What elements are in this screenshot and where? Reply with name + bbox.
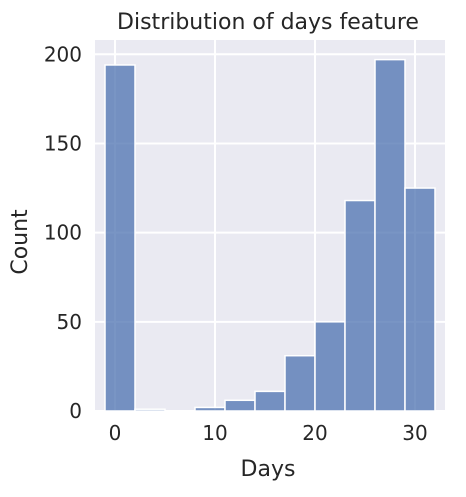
x-tick-label: 20 — [302, 421, 327, 445]
histogram-bar — [254, 390, 286, 412]
histogram-bar — [104, 64, 136, 412]
x-axis-label: Days — [241, 457, 296, 482]
y-tick-label: 100 — [44, 221, 82, 245]
histogram-bar — [314, 321, 346, 412]
histogram-bar — [374, 58, 406, 412]
histogram-bar — [344, 199, 376, 412]
y-axis-ticks: 0 50 100 150 200 — [44, 42, 82, 423]
y-tick-label: 50 — [57, 310, 82, 334]
x-tick-label: 30 — [402, 421, 427, 445]
x-tick-label: 0 — [109, 421, 122, 445]
histogram-bar — [134, 408, 166, 412]
y-axis-label: Count — [8, 209, 33, 275]
y-tick-label: 0 — [69, 399, 82, 423]
histogram-bars — [104, 58, 436, 412]
histogram-bar — [224, 399, 256, 412]
x-axis-ticks: 0 10 20 30 — [109, 421, 428, 445]
histogram-bar — [404, 187, 436, 412]
x-tick-label: 10 — [202, 421, 227, 445]
histogram-bar — [284, 354, 316, 412]
chart-title: Distribution of days feature — [117, 10, 419, 35]
histogram-bar — [194, 406, 226, 412]
y-tick-label: 200 — [44, 42, 82, 66]
y-tick-label: 150 — [44, 131, 82, 155]
